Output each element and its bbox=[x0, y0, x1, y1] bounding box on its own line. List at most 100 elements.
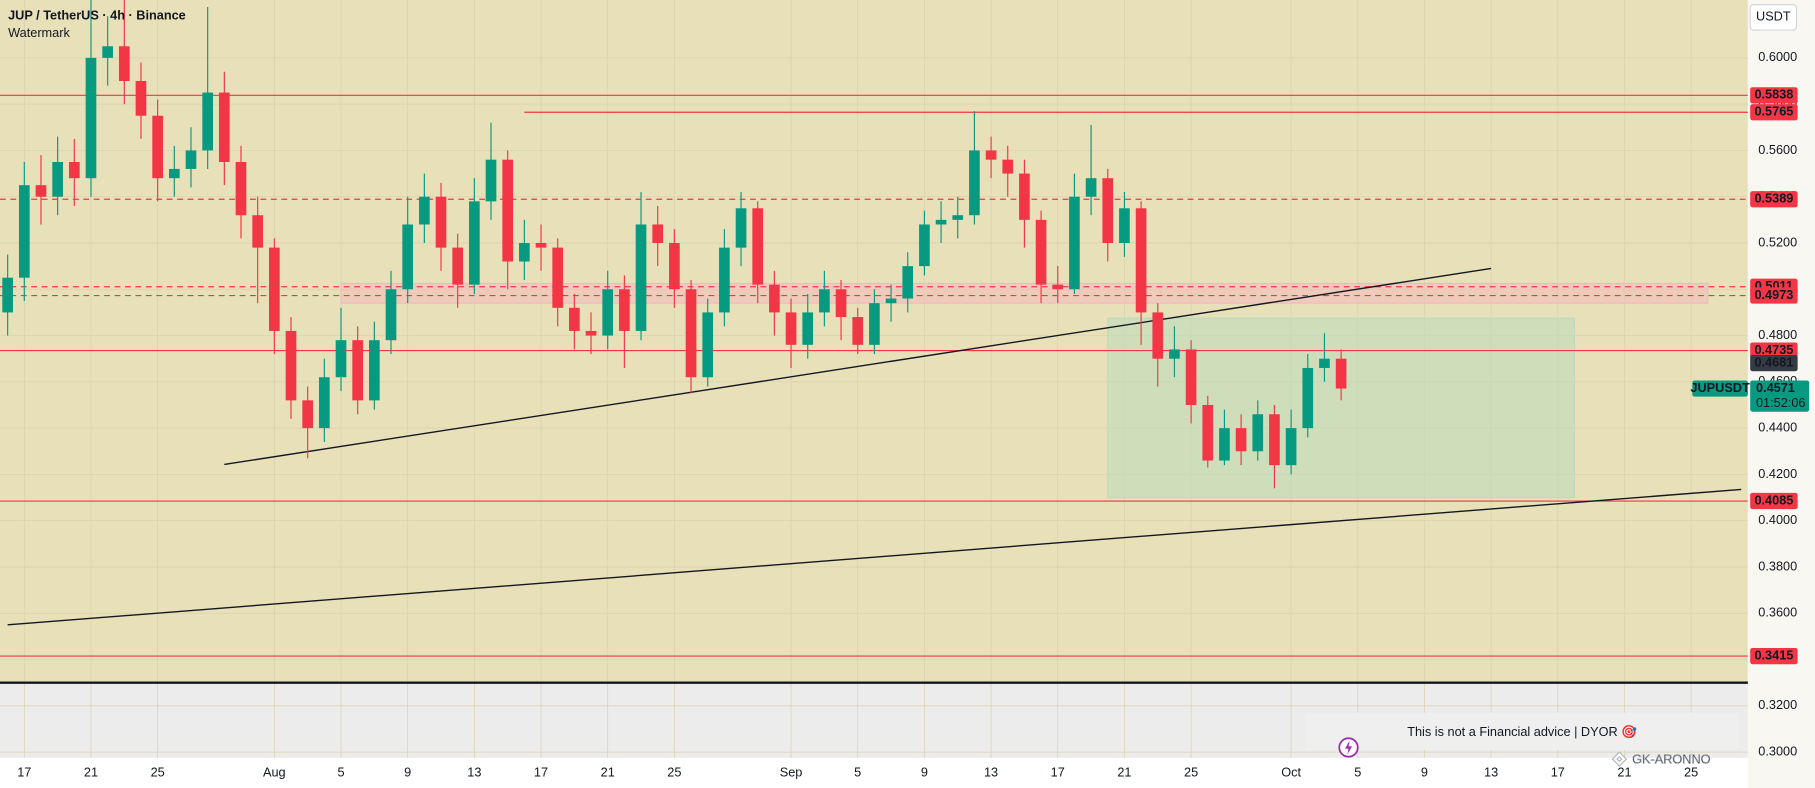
x-tick-label: 25 bbox=[151, 764, 165, 779]
candle-body bbox=[68, 161, 80, 179]
candle-body bbox=[985, 150, 997, 160]
y-tick-label: 0.3800 bbox=[1758, 558, 1797, 573]
candle-body bbox=[1019, 173, 1030, 220]
axes: 0.30000.32000.34000.36000.38000.40000.42… bbox=[17, 49, 1797, 779]
candle-body bbox=[1219, 428, 1230, 461]
candle-body bbox=[719, 247, 730, 313]
candle-body bbox=[1102, 178, 1114, 243]
candle-body bbox=[152, 115, 163, 179]
watermark: GK-ARONNO bbox=[1632, 752, 1711, 767]
candle-body bbox=[969, 150, 980, 216]
candle-body bbox=[369, 340, 380, 401]
x-tick-label: 25 bbox=[1684, 764, 1698, 779]
x-tick-label: 17 bbox=[1551, 764, 1565, 779]
candle-body bbox=[785, 312, 797, 345]
candle-body bbox=[702, 312, 714, 378]
level-label-box bbox=[1750, 104, 1798, 121]
candle-body bbox=[1335, 358, 1347, 389]
candle-body bbox=[685, 289, 697, 378]
x-tick-label: 17 bbox=[534, 764, 548, 779]
candle-body bbox=[669, 242, 680, 290]
x-tick-label: Oct bbox=[1281, 764, 1301, 779]
disclaimer: This is not a Financial advice | DYOR 🎯 bbox=[1407, 724, 1637, 739]
level-label: 0.5765 bbox=[1754, 104, 1793, 119]
candle-body bbox=[735, 208, 747, 248]
y-tick-label: 0.3200 bbox=[1758, 697, 1797, 712]
candle-body bbox=[552, 247, 564, 308]
candle-body bbox=[652, 224, 664, 243]
candle-body bbox=[352, 340, 364, 401]
alert-bolt bbox=[1345, 740, 1352, 755]
candle-body bbox=[52, 161, 63, 197]
x-tick-label: 5 bbox=[1354, 764, 1361, 779]
candle-body bbox=[1185, 349, 1197, 405]
last-price: 0.4571 bbox=[1756, 380, 1795, 395]
y-tick-label: 0.4200 bbox=[1758, 466, 1797, 481]
candle-body bbox=[102, 46, 113, 58]
disclaimer-box bbox=[1305, 712, 1739, 750]
candle-body bbox=[569, 307, 580, 331]
candle-body bbox=[1269, 414, 1280, 466]
candle-body bbox=[402, 224, 414, 290]
candle-body bbox=[469, 201, 480, 285]
candle-body bbox=[1119, 208, 1130, 243]
candle-body bbox=[919, 224, 930, 267]
candle-body bbox=[585, 330, 597, 336]
x-tick-label: 21 bbox=[1617, 764, 1631, 779]
y-tick-label: 0.5200 bbox=[1758, 234, 1797, 249]
candle-body bbox=[335, 340, 347, 378]
candle-body bbox=[435, 196, 447, 248]
candle-body bbox=[268, 247, 280, 331]
currency-button[interactable] bbox=[1749, 4, 1798, 31]
candle-body bbox=[1052, 284, 1064, 290]
last-price-box bbox=[1750, 380, 1810, 412]
x-tick-label: 9 bbox=[921, 764, 928, 779]
candle-body bbox=[635, 224, 647, 331]
currency[interactable]: USDT bbox=[1756, 9, 1791, 24]
price-labels: 0.58380.57650.53890.50110.49730.47350.40… bbox=[1690, 87, 1810, 665]
level-label: 0.4085 bbox=[1754, 492, 1793, 507]
candle-body bbox=[502, 159, 514, 262]
candle-body bbox=[419, 196, 430, 225]
x-tick-label: 25 bbox=[1184, 764, 1198, 779]
candle-body bbox=[1035, 219, 1047, 285]
x-tick-label: Aug bbox=[263, 764, 286, 779]
price-mark-box bbox=[1750, 355, 1798, 372]
candle-body bbox=[1202, 404, 1214, 461]
candle-body bbox=[85, 57, 97, 179]
x-tick-label: 5 bbox=[854, 764, 861, 779]
trendline bbox=[7, 488, 1742, 626]
candle-body bbox=[302, 400, 314, 429]
candle-body bbox=[35, 185, 47, 197]
level-label: 0.5389 bbox=[1754, 191, 1793, 206]
candle-body bbox=[1235, 428, 1247, 452]
candle-body bbox=[1152, 312, 1164, 359]
x-tick-label: Sep bbox=[780, 764, 803, 779]
candle-body bbox=[835, 289, 847, 318]
level-label-box bbox=[1750, 87, 1798, 104]
candle-body bbox=[2, 277, 13, 313]
candle-body bbox=[235, 161, 247, 216]
x-tick-label: 21 bbox=[601, 764, 615, 779]
x-tick-label: 9 bbox=[1421, 764, 1428, 779]
candle-body bbox=[168, 168, 180, 179]
candle-body bbox=[752, 208, 764, 285]
candle-body bbox=[935, 219, 947, 225]
y-tick-label: 0.5600 bbox=[1758, 142, 1797, 157]
y-tick-label: 0.3600 bbox=[1758, 605, 1797, 620]
candle-body bbox=[1002, 159, 1014, 174]
symbol-tag-box bbox=[1692, 380, 1748, 397]
candle-body bbox=[385, 289, 397, 341]
candle-body bbox=[602, 289, 614, 336]
candle-body bbox=[135, 80, 147, 116]
level-label-box bbox=[1750, 342, 1798, 359]
symbol-tag: JUPUSDT bbox=[1690, 380, 1750, 395]
zones bbox=[340, 282, 1709, 499]
candle-body bbox=[202, 92, 213, 151]
candle-body bbox=[118, 46, 130, 81]
trendlines bbox=[7, 267, 1742, 626]
candle-body bbox=[1085, 178, 1097, 197]
candle-body bbox=[769, 284, 780, 313]
